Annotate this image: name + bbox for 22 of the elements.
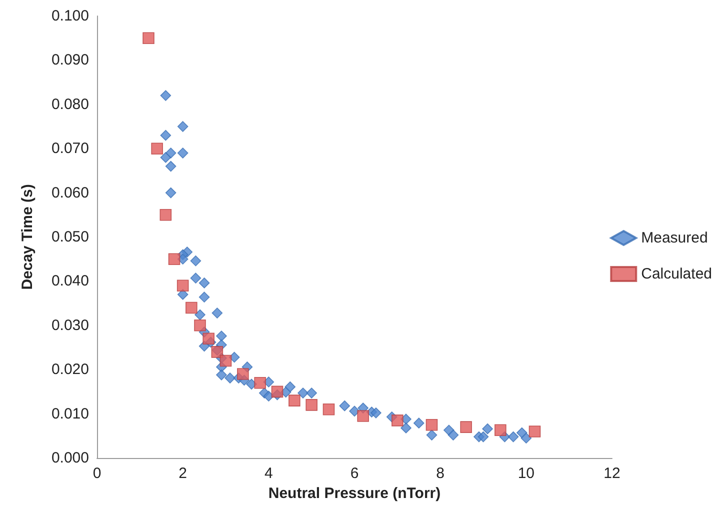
legend-label: Measured: [641, 230, 708, 246]
x-tick-label: 2: [178, 465, 188, 482]
x-tick-label: 12: [604, 465, 620, 482]
y-tick-label: 0.040: [51, 272, 89, 290]
x-tick-label: 4: [264, 465, 273, 482]
y-tick-label: 0.000: [51, 450, 89, 466]
x-tick-label: 8: [436, 465, 445, 482]
x-tick-label: 0: [92, 465, 102, 482]
y-tick-label: 0.060: [51, 184, 89, 202]
y-tick-label: 0.010: [51, 405, 89, 422]
y-tick-label: 0.100: [51, 8, 89, 24]
x-tick-label: 10: [518, 465, 535, 482]
legend-label: Calculated: [641, 266, 712, 282]
y-tick-label: 0.090: [51, 52, 89, 69]
y-axis-title: Decay Time (s): [19, 184, 36, 290]
y-tick-label: 0.050: [51, 228, 89, 246]
y-tick-label: 0.070: [51, 140, 89, 158]
y-tick-label: 0.030: [51, 316, 89, 334]
y-tick-label: 0.080: [51, 96, 89, 113]
y-tick-label: 0.020: [51, 361, 89, 378]
x-tick-label: 6: [350, 465, 359, 482]
x-axis-title: Neutral Pressure (nTorr): [268, 485, 441, 502]
